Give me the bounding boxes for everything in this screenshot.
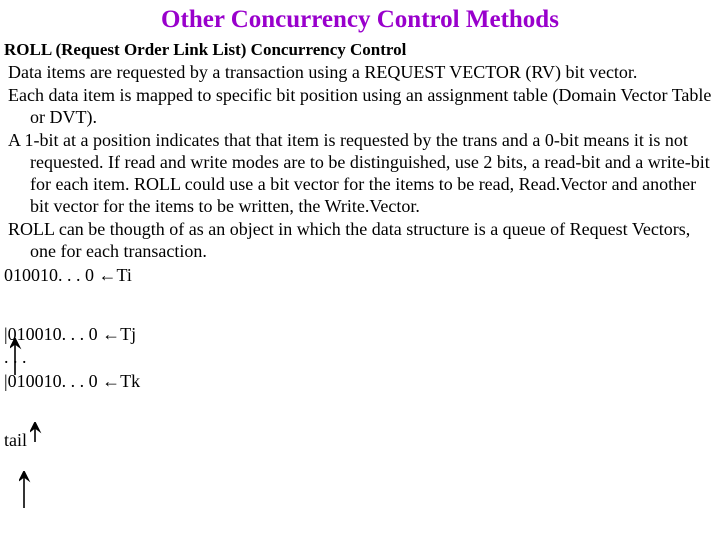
paragraph: Data items are requested by a transactio… (4, 62, 714, 84)
tail-label: tail (4, 429, 720, 452)
paragraph: A 1-bit at a position indicates that tha… (4, 130, 714, 218)
vector-block: 010010. . . 0 ←Ti |010010. . . 0 ←Tj . .… (4, 264, 720, 453)
paragraph: Each data item is mapped to specific bit… (4, 85, 714, 129)
body-content: Data items are requested by a transactio… (4, 62, 714, 263)
arrow-icon (30, 422, 50, 448)
vector-line: |010010. . . 0 ←Tk (4, 370, 720, 393)
vector-line: 010010. . . 0 ←Ti (4, 264, 720, 287)
page-title: Other Concurrency Control Methods (0, 6, 720, 34)
arrow-icon (10, 338, 30, 381)
arrow-icon (19, 471, 39, 514)
section-subtitle: ROLL (Request Order Link List) Concurren… (4, 40, 720, 60)
vector-line: . . . (4, 346, 720, 369)
vector-line: |010010. . . 0 ←Tj (4, 323, 720, 346)
paragraph: ROLL can be thougth of as an object in w… (4, 219, 714, 263)
